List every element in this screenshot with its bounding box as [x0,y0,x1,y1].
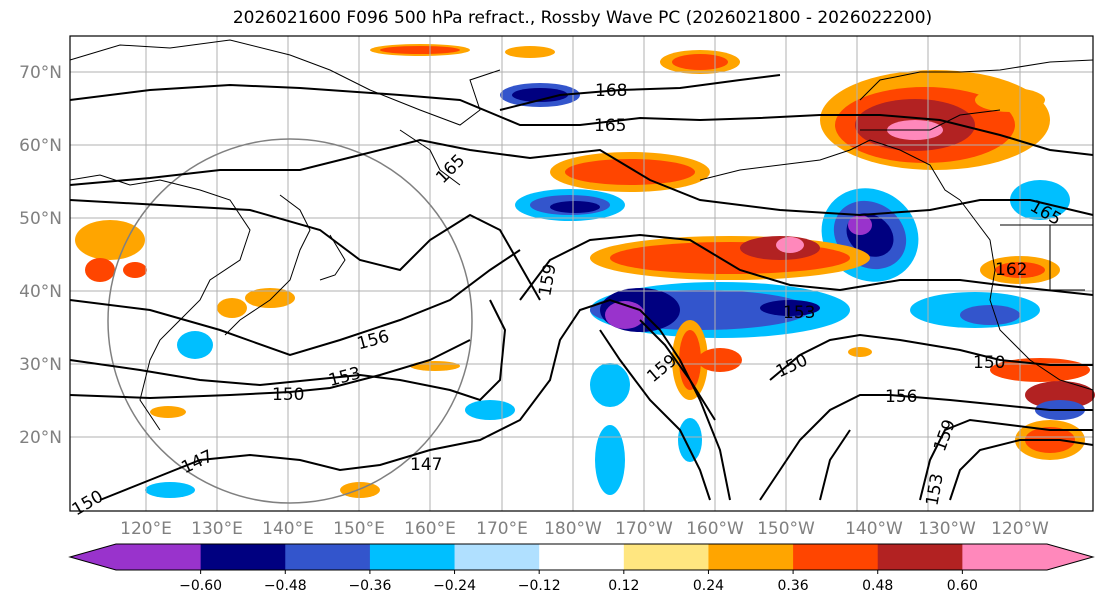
map-panel: 168 165 165 165 162 159 156 153 153 150 … [69,35,1095,520]
colorbar-segment [200,544,286,570]
colorbar-segment [877,544,963,570]
lon-label: 160°W [686,519,744,539]
graticule [70,36,1093,511]
colorbar-tick-label: 0.12 [608,578,639,594]
lon-label: 150°E [333,519,385,539]
lon-label: 170°E [476,519,528,539]
latitude-labels: 70°N 60°N 50°N 40°N 30°N 20°N [19,63,62,448]
colorbar-ticks: −0.60 −0.48 −0.36 −0.24 −0.12 0.12 0.24 0.36 0.4… [179,570,978,594]
lat-label: 20°N [19,428,62,448]
colorbar-tick-label: −0.12 [518,578,561,594]
colorbar: −0.60 −0.48 −0.36 −0.24 −0.12 0.12 0.24 0.36 0.4… [68,543,1095,594]
lon-label: 140°W [845,519,903,539]
lat-label: 40°N [19,282,62,302]
lon-label: 160°E [404,519,456,539]
colorbar-segment [454,544,540,570]
contour-label: 168 [595,81,627,101]
height-contours [69,74,1094,501]
colorbar-extend-right [1047,544,1093,570]
lon-label: 130°E [191,519,243,539]
lon-label: 150°W [757,519,815,539]
colorbar-tick-label: 0.48 [862,578,893,594]
contour-label: 150 [973,353,1005,373]
colorbar-segments [116,544,1048,570]
colorbar-segment [116,544,202,570]
colorbar-tick-label: 0.60 [947,578,978,594]
lon-label: 140°E [262,519,314,539]
colorbar-segment [539,544,625,570]
colorbar-tick-label: −0.60 [179,578,222,594]
colorbar-tick-label: −0.48 [264,578,307,594]
longitude-labels: 120°E 130°E 140°E 150°E 160°E 170°E 180°… [120,519,1049,539]
figure-title: 2026021600 F096 500 hPa refract., Rossby… [232,8,933,28]
lat-label: 60°N [19,136,62,156]
colorbar-outline [68,543,1095,571]
lat-label: 30°N [19,355,62,375]
contour-label: 156 [885,387,917,407]
colorbar-segment [708,544,794,570]
contour-label: 162 [995,260,1027,280]
lat-label: 50°N [19,209,62,229]
lon-label: 120°W [991,519,1049,539]
colorbar-tick-label: −0.24 [433,578,476,594]
contour-label: 165 [594,116,626,136]
colorbar-extend-left [70,544,116,570]
colorbar-segment [285,544,371,570]
lon-label: 170°W [615,519,673,539]
colorbar-segment [369,544,456,570]
colorbar-tick-label: 0.36 [778,578,809,594]
map-frame [69,35,1094,512]
contour-label: 150 [272,385,304,405]
colorbar-tick-label: 0.24 [693,578,724,594]
lon-label: 120°E [120,519,172,539]
contour-label: 153 [783,303,815,323]
colorbar-tick-label: −0.36 [348,578,391,594]
colorbar-segment [962,544,1048,570]
lon-label: 180°W [544,519,602,539]
lat-label: 70°N [19,63,62,83]
reference-circle [107,138,473,504]
colorbar-segment [793,544,879,570]
contour-label: 147 [410,455,442,475]
colorbar-segment [623,544,709,570]
coastlines [69,39,1094,431]
lon-label: 130°W [918,519,976,539]
